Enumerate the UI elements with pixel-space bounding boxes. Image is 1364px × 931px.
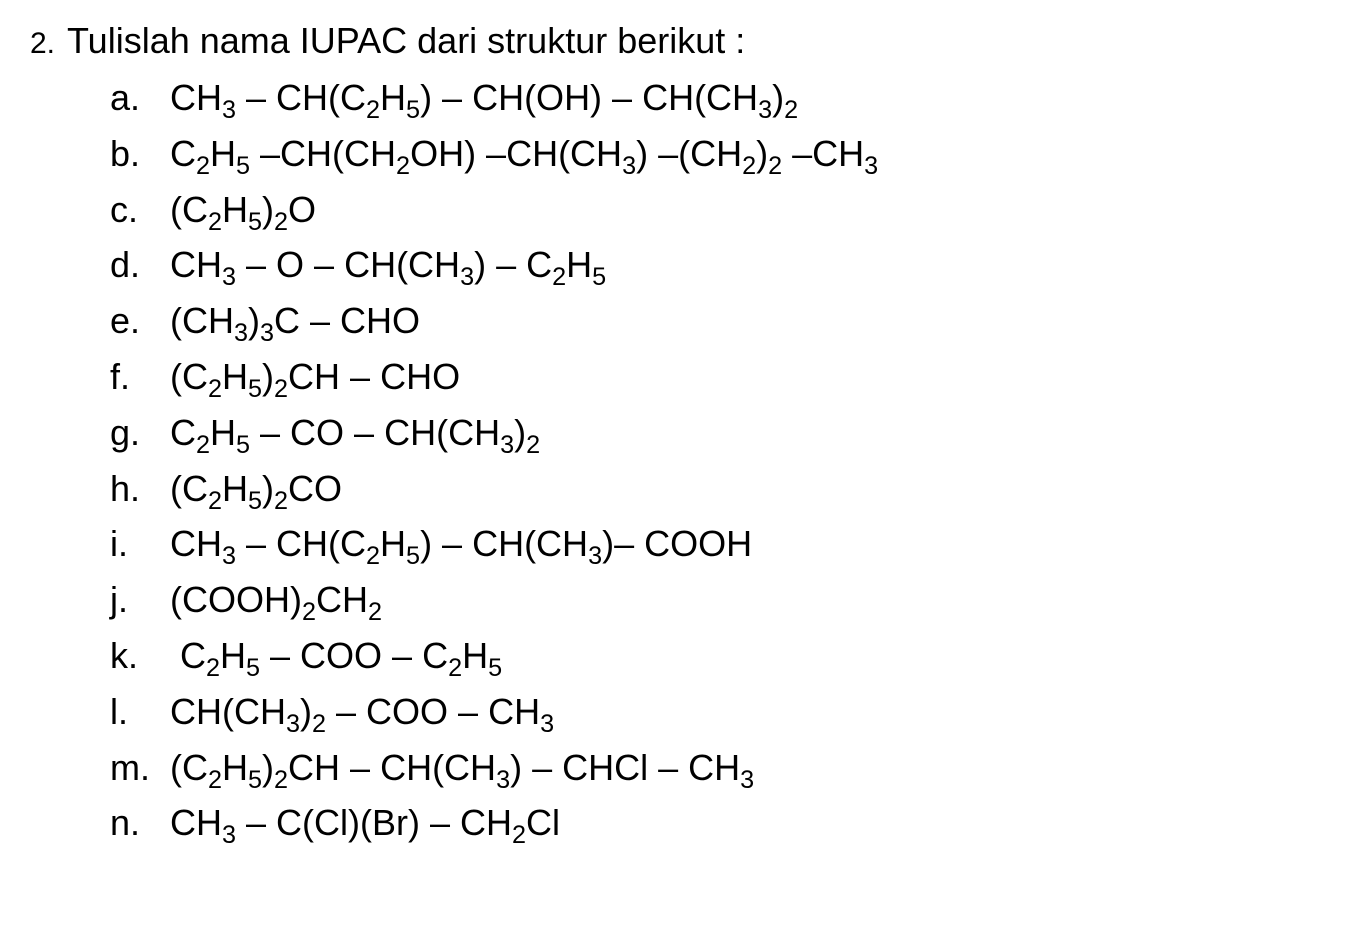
question-text: Tulislah nama IUPAC dari struktur beriku… bbox=[67, 20, 745, 62]
item-formula: CH3 – O – CH(CH3) – C2H5 bbox=[170, 237, 606, 293]
list-item: i. CH3 – CH(C2H5) – CH(CH3)– COOH bbox=[110, 516, 1334, 572]
item-letter: e. bbox=[110, 293, 170, 349]
item-letter: a. bbox=[110, 70, 170, 126]
item-letter: k. bbox=[110, 628, 170, 684]
item-formula: C2H5 –CH(CH2OH) –CH(CH3) –(CH2)2 –CH3 bbox=[170, 126, 878, 182]
question-header: 2. Tulislah nama IUPAC dari struktur ber… bbox=[30, 20, 1334, 62]
item-formula: CH(CH3)2 – COO – CH3 bbox=[170, 684, 554, 740]
item-formula: (COOH)2CH2 bbox=[170, 572, 382, 628]
item-formula: (C2H5)2O bbox=[170, 182, 316, 238]
list-item: e. (CH3)3C – CHO bbox=[110, 293, 1334, 349]
item-letter: l. bbox=[110, 684, 170, 740]
item-letter: j. bbox=[110, 572, 170, 628]
item-formula: CH3 – CH(C2H5) – CH(OH) – CH(CH3)2 bbox=[170, 70, 798, 126]
items-list: a. CH3 – CH(C2H5) – CH(OH) – CH(CH3)2 b.… bbox=[30, 70, 1334, 851]
list-item: f. (C2H5)2CH – CHO bbox=[110, 349, 1334, 405]
item-formula: (CH3)3C – CHO bbox=[170, 293, 420, 349]
item-letter: f. bbox=[110, 349, 170, 405]
item-letter: i. bbox=[110, 516, 170, 572]
item-letter: h. bbox=[110, 461, 170, 517]
list-item: c. (C2H5)2O bbox=[110, 182, 1334, 238]
item-formula: (C2H5)2CH – CH(CH3) – CHCl – CH3 bbox=[170, 740, 754, 796]
list-item: n. CH3 – C(Cl)(Br) – CH2Cl bbox=[110, 795, 1334, 851]
list-item: k. C2H5 – COO – C2H5 bbox=[110, 628, 1334, 684]
item-formula: CH3 – C(Cl)(Br) – CH2Cl bbox=[170, 795, 560, 851]
item-formula: CH3 – CH(C2H5) – CH(CH3)– COOH bbox=[170, 516, 752, 572]
item-letter: n. bbox=[110, 795, 170, 851]
list-item: h. (C2H5)2CO bbox=[110, 461, 1334, 517]
list-item: a. CH3 – CH(C2H5) – CH(OH) – CH(CH3)2 bbox=[110, 70, 1334, 126]
question-number: 2. bbox=[30, 27, 55, 61]
item-letter: c. bbox=[110, 182, 170, 238]
item-formula: C2H5 – CO – CH(CH3)2 bbox=[170, 405, 540, 461]
list-item: m. (C2H5)2CH – CH(CH3) – CHCl – CH3 bbox=[110, 740, 1334, 796]
item-letter: g. bbox=[110, 405, 170, 461]
list-item: b. C2H5 –CH(CH2OH) –CH(CH3) –(CH2)2 –CH3 bbox=[110, 126, 1334, 182]
list-item: j. (COOH)2CH2 bbox=[110, 572, 1334, 628]
list-item: d. CH3 – O – CH(CH3) – C2H5 bbox=[110, 237, 1334, 293]
list-item: l. CH(CH3)2 – COO – CH3 bbox=[110, 684, 1334, 740]
item-letter: b. bbox=[110, 126, 170, 182]
item-formula: (C2H5)2CH – CHO bbox=[170, 349, 460, 405]
item-formula: C2H5 – COO – C2H5 bbox=[170, 628, 502, 684]
list-item: g. C2H5 – CO – CH(CH3)2 bbox=[110, 405, 1334, 461]
item-letter: d. bbox=[110, 237, 170, 293]
item-letter: m. bbox=[110, 740, 170, 796]
item-formula: (C2H5)2CO bbox=[170, 461, 342, 517]
